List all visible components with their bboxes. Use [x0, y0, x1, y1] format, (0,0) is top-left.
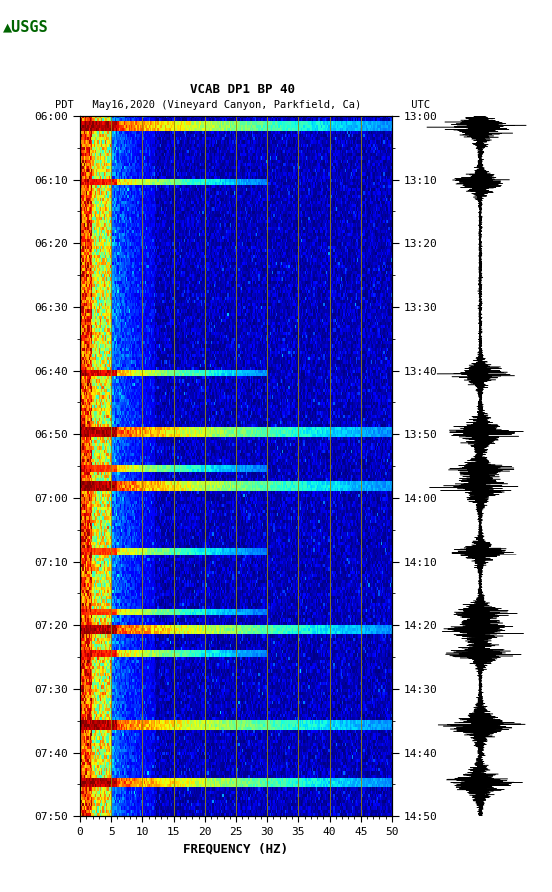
Text: VCAB DP1 BP 40: VCAB DP1 BP 40	[190, 83, 295, 96]
Text: ▲USGS: ▲USGS	[3, 20, 49, 34]
Text: PDT   May16,2020 (Vineyard Canyon, Parkfield, Ca)        UTC: PDT May16,2020 (Vineyard Canyon, Parkfie…	[55, 100, 431, 110]
X-axis label: FREQUENCY (HZ): FREQUENCY (HZ)	[183, 842, 289, 855]
